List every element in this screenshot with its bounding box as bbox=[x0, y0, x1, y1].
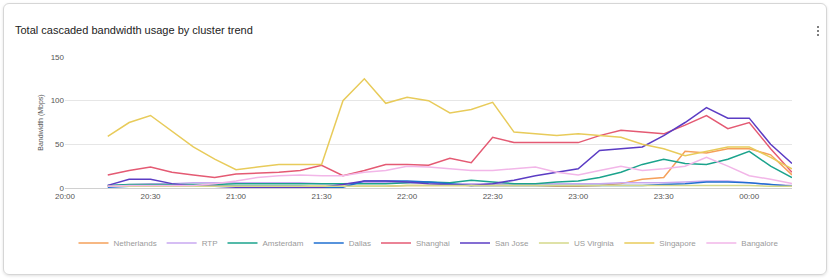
svg-text:50: 50 bbox=[55, 140, 64, 149]
svg-text:22:00: 22:00 bbox=[397, 192, 418, 201]
svg-text:0: 0 bbox=[60, 184, 65, 193]
svg-text:150: 150 bbox=[51, 53, 65, 62]
svg-text:23:00: 23:00 bbox=[568, 192, 589, 201]
svg-text:Netherlands: Netherlands bbox=[114, 239, 157, 248]
svg-text:RTP: RTP bbox=[202, 239, 218, 248]
svg-text:San Jose: San Jose bbox=[495, 239, 529, 248]
svg-text:00:00: 00:00 bbox=[739, 192, 760, 201]
svg-text:Dallas: Dallas bbox=[349, 239, 371, 248]
svg-text:Singapore: Singapore bbox=[659, 239, 696, 248]
svg-text:23:30: 23:30 bbox=[654, 192, 675, 201]
svg-text:21:30: 21:30 bbox=[312, 192, 333, 201]
svg-text:22:30: 22:30 bbox=[483, 192, 504, 201]
svg-text:Shanghai: Shanghai bbox=[416, 239, 450, 248]
svg-text:21:00: 21:00 bbox=[226, 192, 247, 201]
svg-text:Bangalore: Bangalore bbox=[741, 239, 778, 248]
svg-text:Total cascaded bandwidth usage: Total cascaded bandwidth usage by cluste… bbox=[15, 24, 253, 36]
svg-text:Bandwidth (Mbps): Bandwidth (Mbps) bbox=[37, 94, 45, 150]
svg-text:20:00: 20:00 bbox=[55, 192, 76, 201]
svg-text:20:30: 20:30 bbox=[141, 192, 162, 201]
svg-text:100: 100 bbox=[51, 96, 65, 105]
svg-text:Amsterdam: Amsterdam bbox=[263, 239, 304, 248]
svg-text:US Virginia: US Virginia bbox=[574, 239, 614, 248]
